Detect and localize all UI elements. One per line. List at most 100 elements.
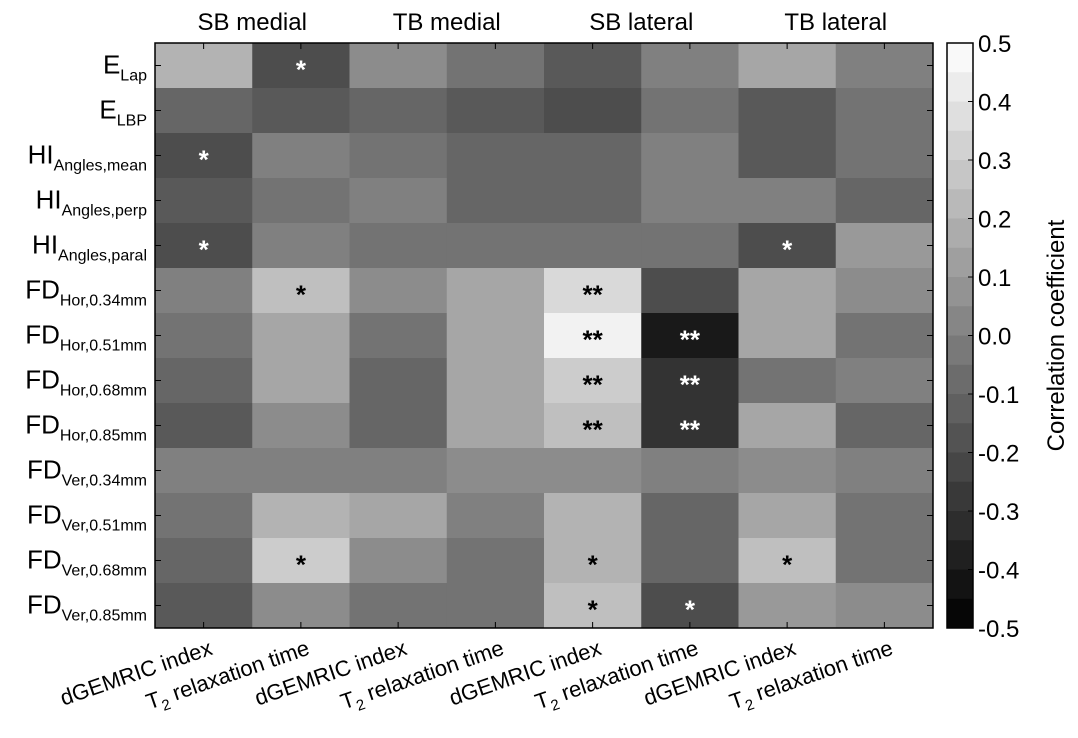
heatmap-cell bbox=[835, 538, 934, 584]
significance-marker: * bbox=[199, 145, 210, 175]
heatmap-cell bbox=[446, 538, 545, 584]
heatmap-cell bbox=[155, 358, 253, 404]
heatmap-cell bbox=[155, 268, 253, 314]
heatmap-cell bbox=[252, 538, 350, 584]
colorbar-tick-label: -0.3 bbox=[978, 499, 1019, 526]
colorbar-tick-label: -0.1 bbox=[978, 382, 1019, 409]
heatmap-cell bbox=[738, 493, 837, 539]
heatmap-cell bbox=[835, 88, 934, 134]
heatmap-cell bbox=[155, 583, 253, 629]
axis-ticks bbox=[155, 43, 933, 628]
column-group-labels: SB medial TB medial SB lateral TB lateral bbox=[198, 9, 888, 36]
colorbar-band bbox=[947, 101, 973, 132]
heatmap-cell bbox=[835, 448, 934, 494]
colorbar-band bbox=[947, 218, 973, 249]
heatmap-cell bbox=[544, 583, 642, 629]
row-labels: ELap ELBP HIAngles,mean HIAngles,perp HIAngl… bbox=[25, 50, 147, 625]
heatmap-cell bbox=[349, 43, 448, 89]
colorbar-tick-label: -0.2 bbox=[978, 441, 1019, 468]
colorbar-band bbox=[947, 569, 973, 600]
colorbar-band bbox=[947, 306, 973, 336]
significance-marker: ** bbox=[680, 370, 701, 400]
colorbar-band bbox=[947, 130, 973, 161]
column-group-label: TB lateral bbox=[784, 9, 887, 36]
heatmap-cell bbox=[155, 313, 253, 359]
colorbar-tick-label: 0.5 bbox=[978, 31, 1011, 58]
heatmap-cell bbox=[349, 493, 448, 539]
colorbar-band bbox=[947, 189, 973, 219]
row-label: HIAngles,paral bbox=[32, 230, 147, 265]
significance-marker: * bbox=[588, 550, 599, 580]
heatmap-cell bbox=[252, 268, 350, 314]
column-group-label: TB medial bbox=[393, 9, 501, 36]
heatmap-cell bbox=[835, 133, 934, 179]
heatmap-cell bbox=[446, 133, 545, 179]
heatmap-cell bbox=[155, 493, 253, 539]
heatmap-cell bbox=[738, 448, 837, 494]
heatmap-cell bbox=[641, 223, 739, 269]
heatmap-cell bbox=[641, 43, 739, 89]
heatmap-cell bbox=[349, 448, 448, 494]
colorbar-band bbox=[947, 43, 973, 73]
heatmap-cell bbox=[349, 583, 448, 629]
heatmap-cell bbox=[155, 403, 253, 449]
heatmap-cell bbox=[446, 223, 545, 269]
colorbar-tick-label: -0.4 bbox=[978, 558, 1019, 585]
heatmap-cell bbox=[349, 313, 448, 359]
heatmap-cell bbox=[544, 133, 642, 179]
heatmap-cell bbox=[252, 493, 350, 539]
heatmap-cell bbox=[641, 448, 739, 494]
heatmap-cell bbox=[738, 178, 837, 224]
significance-marker: * bbox=[782, 235, 793, 265]
heatmap-cell bbox=[252, 448, 350, 494]
significance-marker: * bbox=[296, 55, 307, 85]
colorbar-tick-label: 0.4 bbox=[978, 90, 1011, 117]
heatmap-cell bbox=[835, 268, 934, 314]
significance-marker: * bbox=[199, 235, 210, 265]
row-label: FDHor,0.34mm bbox=[25, 275, 147, 310]
heatmap-cell bbox=[446, 88, 545, 134]
heatmap-cell bbox=[641, 358, 739, 404]
heatmap-cell bbox=[641, 313, 739, 359]
heatmap-cell bbox=[544, 43, 642, 89]
significance-marker: ** bbox=[583, 280, 604, 310]
heatmap-cell bbox=[738, 313, 837, 359]
heatmap-cell bbox=[835, 178, 934, 224]
heatmap-cell bbox=[446, 178, 545, 224]
heatmap-cell bbox=[252, 358, 350, 404]
heatmap-cell bbox=[544, 403, 642, 449]
heatmap-cell bbox=[641, 493, 739, 539]
heatmap-cell bbox=[835, 403, 934, 449]
heatmap-cell bbox=[252, 43, 350, 89]
significance-marker: * bbox=[588, 595, 599, 625]
heatmap-cells bbox=[155, 43, 934, 629]
column-group-label: SB lateral bbox=[589, 9, 693, 36]
plot-frame bbox=[154, 42, 934, 629]
heatmap-cell bbox=[446, 448, 545, 494]
heatmap-cell bbox=[349, 223, 448, 269]
colorbar-band bbox=[947, 247, 973, 278]
heatmap-cell bbox=[446, 403, 545, 449]
heatmap-cell bbox=[446, 493, 545, 539]
row-label: HIAngles,perp bbox=[36, 185, 147, 220]
colorbar: 0.5 0.4 0.3 0.2 0.1 0.0 -0.1 -0.2 -0.3 -0.4 -0.5 Co… bbox=[946, 31, 1070, 643]
row-label: FDHor,0.85mm bbox=[25, 410, 147, 445]
heatmap-cell bbox=[641, 178, 739, 224]
heatmap-cell bbox=[349, 268, 448, 314]
heatmap-cell bbox=[641, 88, 739, 134]
significance-markers: *** ** **** **** **** *** * ** * bbox=[199, 55, 794, 625]
heatmap-cell bbox=[252, 223, 350, 269]
heatmap-cell bbox=[738, 358, 837, 404]
heatmap-cell bbox=[641, 268, 739, 314]
heatmap-cell bbox=[835, 313, 934, 359]
heatmap-cell bbox=[641, 583, 739, 629]
heatmap-cell bbox=[835, 223, 934, 269]
heatmap-cell bbox=[738, 133, 837, 179]
significance-marker: * bbox=[296, 550, 307, 580]
colorbar-band bbox=[947, 423, 973, 453]
significance-marker: * bbox=[782, 550, 793, 580]
heatmap-cell bbox=[544, 358, 642, 404]
heatmap-cell bbox=[641, 538, 739, 584]
heatmap-cell bbox=[446, 313, 545, 359]
